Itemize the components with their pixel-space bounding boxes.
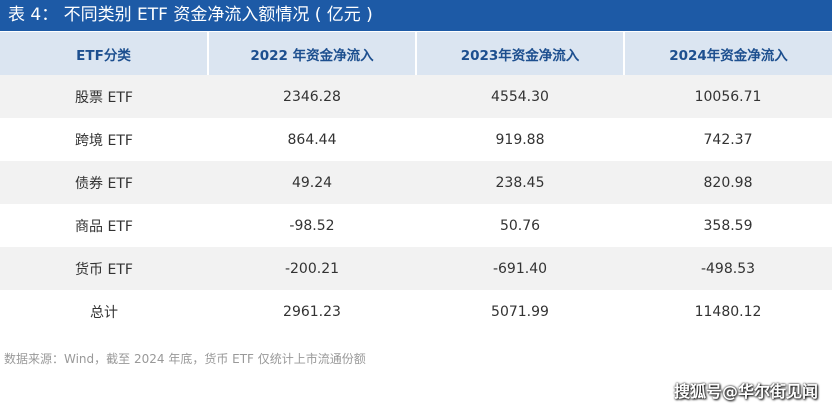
table-row: 货币 ETF -200.21 -691.40 -498.53 <box>0 247 832 290</box>
table-cell: 742.37 <box>703 131 753 148</box>
table-cell: 2961.23 <box>283 303 341 320</box>
table-cell: 总计 <box>90 304 118 321</box>
table-cell: 919.88 <box>495 131 545 148</box>
header-cell: 2022 年资金净流入 <box>207 32 416 75</box>
table-cell: -98.52 <box>289 217 335 234</box>
table-cell: 10056.71 <box>624 75 832 118</box>
table-row: 股票 ETF 2346.28 4554.30 10056.71 <box>0 75 832 118</box>
data-table: ETF分类 2022 年资金净流入 2023年资金净流入 2024年资金净流入 股票 … <box>0 32 832 333</box>
table-cell: 4554.30 <box>416 75 624 118</box>
table-cell: 50.76 <box>499 217 541 234</box>
table-cell: 358.59 <box>703 217 753 234</box>
header-cell: ETF分类 <box>0 32 208 75</box>
header-cell: 2023年资金净流入 <box>415 32 624 75</box>
table-body: 股票 ETF 2346.28 4554.30 10056.71 跨境 ETF 864.44… <box>0 75 832 333</box>
table-cell: 864.44 <box>287 131 337 148</box>
table-title: 表 4： 不同类别 ETF 资金净流入额情况 ( 亿元 ) <box>0 0 832 31</box>
table-cell: 11480.12 <box>694 303 762 320</box>
table-cell: -691.40 <box>416 247 624 290</box>
header-cell: 2024年资金净流入 <box>623 32 832 75</box>
table-cell: 债券 ETF <box>0 161 208 204</box>
table-cell: 5071.99 <box>491 303 549 320</box>
watermark: 搜狐号@华尔街见闻 <box>673 382 818 401</box>
table-cell: 货币 ETF <box>0 247 208 290</box>
table-cell: 商品 ETF <box>75 218 133 235</box>
source-note: 数据来源：Wind，截至 2024 年底，货币 ETF 仅统计上市流通份额 <box>4 352 366 366</box>
table-cell: 49.24 <box>208 161 416 204</box>
table-row: 总计 2961.23 5071.99 11480.12 <box>0 290 832 333</box>
table-row: 商品 ETF -98.52 50.76 358.59 <box>0 204 832 247</box>
table-cell: 2346.28 <box>208 75 416 118</box>
table-cell: 跨境 ETF <box>75 132 133 149</box>
table-row: 债券 ETF 49.24 238.45 820.98 <box>0 161 832 204</box>
table-cell: 820.98 <box>624 161 832 204</box>
table-cell: -200.21 <box>208 247 416 290</box>
header-row: ETF分类 2022 年资金净流入 2023年资金净流入 2024年资金净流入 <box>0 32 832 75</box>
table-cell: 238.45 <box>416 161 624 204</box>
table-cell: -498.53 <box>624 247 832 290</box>
table-row: 跨境 ETF 864.44 919.88 742.37 <box>0 118 832 161</box>
table-cell: 股票 ETF <box>0 75 208 118</box>
